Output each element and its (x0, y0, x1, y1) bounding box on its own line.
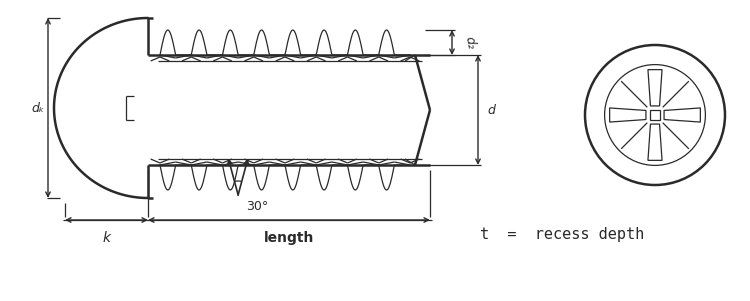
Text: t  =  recess depth: t = recess depth (480, 228, 644, 243)
Text: 30°: 30° (246, 200, 268, 213)
Text: d₂: d₂ (462, 35, 477, 50)
Bar (650, 110, 659, 119)
Text: k: k (103, 231, 110, 245)
Text: d: d (487, 104, 495, 116)
Text: length: length (264, 231, 314, 245)
Text: dₖ: dₖ (32, 101, 45, 114)
